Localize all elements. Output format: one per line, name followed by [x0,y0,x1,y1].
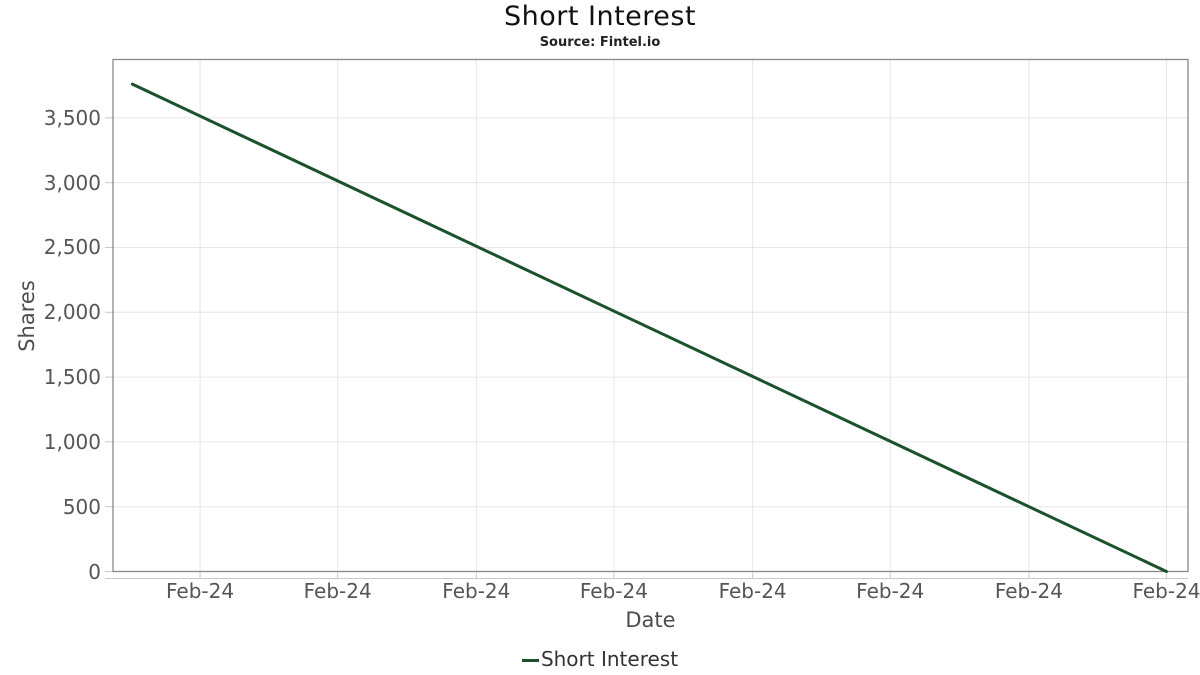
y-axis-title: Shares [15,280,39,352]
legend-item-label: Short Interest [540,647,679,671]
plot-border [112,58,1189,573]
y-tick-label: 3,000 [43,170,101,195]
x-tick-label: Feb-24 [856,579,925,603]
y-tick-label: 0 [88,559,101,584]
chart-subtitle: Source: Fintel.io [539,35,661,50]
y-tick-label: 2,500 [43,235,101,260]
chart-title: Short Interest [503,1,697,32]
x-tick-label: Feb-24 [579,579,648,603]
y-tick-label: 500 [62,494,101,519]
legend[interactable]: Short Interest [0,647,1200,671]
x-tick-label: Feb-24 [303,579,372,603]
x-tick-label: Feb-24 [442,579,511,603]
legend-line-swatch-icon [521,659,539,662]
series-line[interactable] [130,82,1168,573]
x-tick-label: Feb-24 [166,579,235,603]
x-tick-label: Feb-24 [994,579,1063,603]
y-tick-label: 1,500 [43,365,101,390]
x-tick-label: Feb-24 [1132,579,1200,603]
y-tick-label: 3,500 [43,105,101,130]
y-tick-label: 2,000 [43,300,101,325]
x-axis-title: Date [625,608,676,632]
y-tick-label: 1,000 [43,429,101,454]
x-tick-label: Feb-24 [718,579,787,603]
